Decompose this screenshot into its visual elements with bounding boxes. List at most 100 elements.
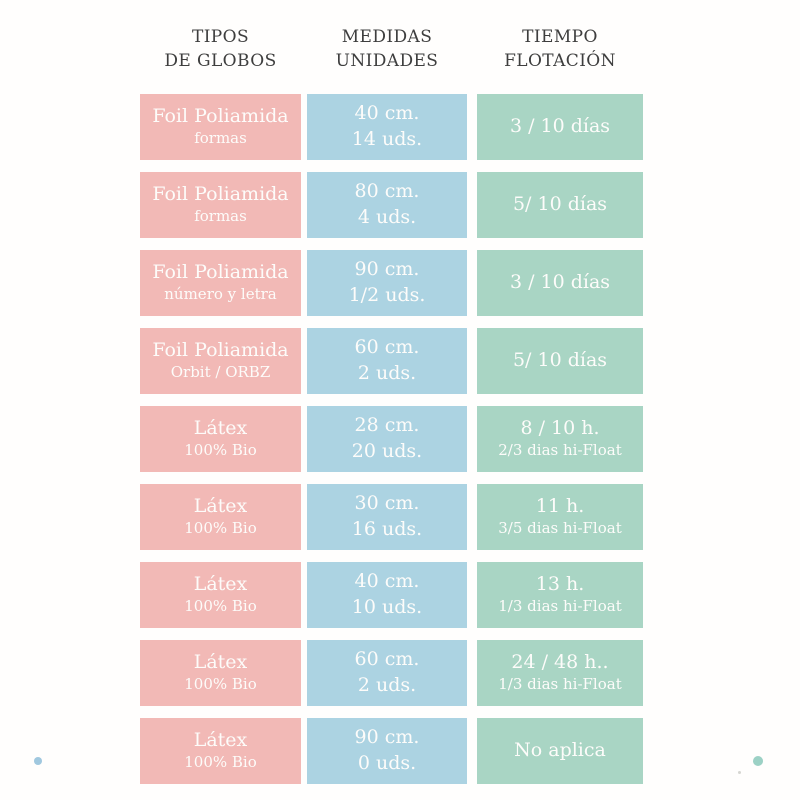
- cell-tiempo: 24 / 48 h.. 1/3 dias hi-Float: [477, 640, 643, 706]
- cell-tipo-globo: Látex 100% Bio: [140, 406, 301, 472]
- tiempo-line2: 3/5 dias hi-Float: [498, 519, 622, 538]
- cell-tipo-globo: Látex 100% Bio: [140, 640, 301, 706]
- cell-tipo-globo: Látex 100% Bio: [140, 484, 301, 550]
- table-row: Látex 100% Bio 28 cm. 20 uds. 8 / 10 h. …: [140, 406, 643, 472]
- cell-tiempo: 11 h. 3/5 dias hi-Float: [477, 484, 643, 550]
- tipo-line2: 100% Bio: [184, 519, 257, 538]
- cell-medidas: 60 cm. 2 uds.: [307, 328, 467, 394]
- tipo-line1: Foil Poliamida: [152, 261, 289, 284]
- tipo-line1: Foil Poliamida: [152, 105, 289, 128]
- medida-line2: 1/2 uds.: [348, 284, 426, 306]
- medida-line1: 30 cm.: [354, 492, 420, 515]
- medida-line1: 90 cm.: [354, 258, 420, 281]
- header-medidas-line2: UNIDADES: [335, 50, 439, 71]
- cell-tipo-globo: Foil Poliamida formas: [140, 172, 301, 238]
- cell-tiempo: 5/ 10 días: [477, 328, 643, 394]
- tiempo-line2: 1/3 dias hi-Float: [498, 597, 622, 616]
- cell-medidas: 30 cm. 16 uds.: [307, 484, 467, 550]
- table-row: Látex 100% Bio 40 cm. 10 uds. 13 h. 1/3 …: [140, 562, 643, 628]
- tiempo-line1: 5/ 10 días: [512, 193, 608, 216]
- tiempo-line1: 3 / 10 días: [509, 271, 611, 294]
- header-medidas-line1: MEDIDAS: [341, 27, 433, 47]
- tipo-line1: Foil Poliamida: [152, 339, 289, 362]
- medida-line2: 10 uds.: [351, 596, 423, 618]
- cell-medidas: 40 cm. 10 uds.: [307, 562, 467, 628]
- cell-tiempo: 8 / 10 h. 2/3 dias hi-Float: [477, 406, 643, 472]
- cell-tiempo: 3 / 10 días: [477, 250, 643, 316]
- table-row: Foil Poliamida formas 40 cm. 14 uds. 3 /…: [140, 94, 643, 160]
- table-row: Látex 100% Bio 90 cm. 0 uds. No aplica: [140, 718, 643, 784]
- header-tiempo-line2: FLOTACIÓN: [504, 50, 616, 71]
- medida-line2: 20 uds.: [351, 440, 423, 462]
- tipo-line2: número y letra: [164, 285, 277, 304]
- tipo-line2: 100% Bio: [184, 753, 257, 772]
- cell-medidas: 28 cm. 20 uds.: [307, 406, 467, 472]
- tiempo-line1: No aplica: [514, 739, 606, 762]
- cell-medidas: 80 cm. 4 uds.: [307, 172, 467, 238]
- medida-line2: 2 uds.: [357, 362, 417, 384]
- cell-medidas: 90 cm. 0 uds.: [307, 718, 467, 784]
- cell-tiempo: 13 h. 1/3 dias hi-Float: [477, 562, 643, 628]
- medida-line2: 16 uds.: [351, 518, 423, 540]
- cell-tipo-globo: Látex 100% Bio: [140, 718, 301, 784]
- medida-line2: 2 uds.: [357, 674, 417, 696]
- header-tipos-line2: DE GLOBOS: [164, 50, 277, 71]
- decorative-dot-teal: [753, 756, 763, 766]
- tipo-line2: 100% Bio: [184, 597, 257, 616]
- header-tipos-line1: TIPOS: [191, 27, 250, 47]
- table-row: Foil Poliamida número y letra 90 cm. 1/2…: [140, 250, 643, 316]
- tiempo-line1: 13 h.: [535, 573, 585, 596]
- medida-line2: 0 uds.: [357, 752, 417, 774]
- tipo-line2: 100% Bio: [184, 441, 257, 460]
- decorative-speck: [738, 771, 741, 774]
- cell-tiempo: 5/ 10 días: [477, 172, 643, 238]
- medida-line1: 90 cm.: [354, 726, 420, 749]
- medida-line1: 60 cm.: [354, 648, 420, 671]
- cell-tiempo: No aplica: [477, 718, 643, 784]
- header-tiempo-line1: TIEMPO: [522, 27, 598, 47]
- medida-line1: 28 cm.: [354, 414, 420, 437]
- tipo-line2: 100% Bio: [184, 675, 257, 694]
- tipo-line2: formas: [194, 207, 247, 226]
- tiempo-line1: 24 / 48 h..: [511, 651, 609, 674]
- tipo-line1: Látex: [193, 495, 248, 518]
- tipo-line1: Foil Poliamida: [152, 183, 289, 206]
- tiempo-line1: 11 h.: [535, 495, 585, 518]
- cell-tipo-globo: Foil Poliamida formas: [140, 94, 301, 160]
- column-header-tiempo: TIEMPO FLOTACIÓN: [477, 26, 643, 74]
- decorative-dot-blue: [34, 757, 42, 765]
- cell-tipo-globo: Foil Poliamida número y letra: [140, 250, 301, 316]
- cell-medidas: 60 cm. 2 uds.: [307, 640, 467, 706]
- medida-line2: 14 uds.: [351, 128, 423, 150]
- tiempo-line1: 5/ 10 días: [512, 349, 608, 372]
- tiempo-line1: 3 / 10 días: [509, 115, 611, 138]
- medida-line1: 60 cm.: [354, 336, 420, 359]
- cell-medidas: 90 cm. 1/2 uds.: [307, 250, 467, 316]
- column-headers: TIPOS DE GLOBOS MEDIDAS UNIDADES TIEMPO …: [140, 26, 643, 74]
- tipo-line1: Látex: [193, 729, 248, 752]
- tipo-line1: Látex: [193, 417, 248, 440]
- table: Foil Poliamida formas 40 cm. 14 uds. 3 /…: [140, 94, 643, 796]
- medida-line1: 40 cm.: [354, 570, 420, 593]
- medida-line1: 80 cm.: [354, 180, 420, 203]
- tiempo-line2: 1/3 dias hi-Float: [498, 675, 622, 694]
- column-header-medidas: MEDIDAS UNIDADES: [307, 26, 467, 74]
- cell-tipo-globo: Foil Poliamida Orbit / ORBZ: [140, 328, 301, 394]
- tiempo-line2: 2/3 dias hi-Float: [498, 441, 622, 460]
- table-row: Foil Poliamida formas 80 cm. 4 uds. 5/ 1…: [140, 172, 643, 238]
- tipo-line1: Látex: [193, 651, 248, 674]
- table-row: Foil Poliamida Orbit / ORBZ 60 cm. 2 uds…: [140, 328, 643, 394]
- cell-tiempo: 3 / 10 días: [477, 94, 643, 160]
- medida-line2: 4 uds.: [357, 206, 417, 228]
- cell-medidas: 40 cm. 14 uds.: [307, 94, 467, 160]
- tiempo-line1: 8 / 10 h.: [520, 417, 600, 440]
- table-row: Látex 100% Bio 60 cm. 2 uds. 24 / 48 h..…: [140, 640, 643, 706]
- tipo-line2: Orbit / ORBZ: [170, 363, 271, 382]
- medida-line1: 40 cm.: [354, 102, 420, 125]
- table-row: Látex 100% Bio 30 cm. 16 uds. 11 h. 3/5 …: [140, 484, 643, 550]
- tipo-line1: Látex: [193, 573, 248, 596]
- tipo-line2: formas: [194, 129, 247, 148]
- cell-tipo-globo: Látex 100% Bio: [140, 562, 301, 628]
- column-header-tipos: TIPOS DE GLOBOS: [140, 26, 301, 74]
